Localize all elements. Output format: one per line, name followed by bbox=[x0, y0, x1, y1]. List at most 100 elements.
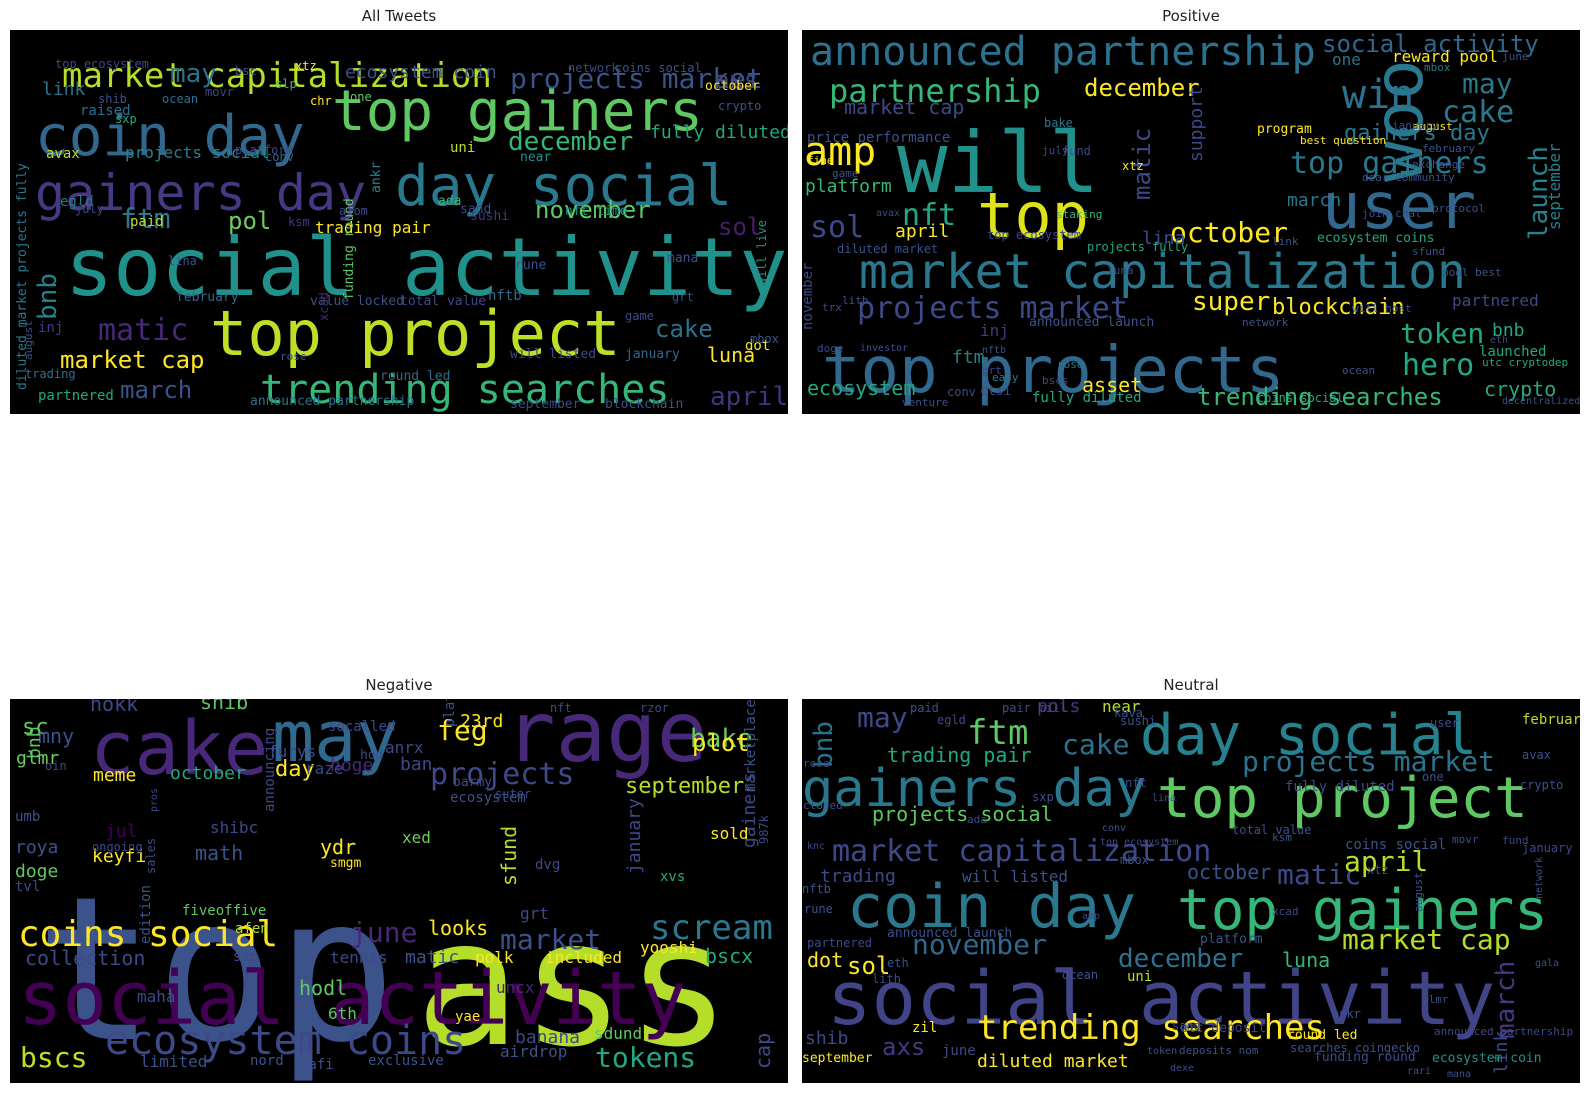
word-coins-social: coins social bbox=[1345, 837, 1446, 853]
word-tennis: tennis bbox=[330, 948, 388, 967]
word-may: may bbox=[272, 699, 398, 778]
word-november: november bbox=[535, 196, 651, 224]
word-one: one bbox=[1332, 50, 1361, 69]
word-woo: woo bbox=[1360, 59, 1439, 182]
word-sxp: sxp bbox=[233, 949, 258, 965]
word-pols: pols bbox=[1037, 699, 1080, 717]
word-link: link bbox=[1272, 235, 1299, 248]
word-hero: hero bbox=[1402, 348, 1474, 383]
word-rune: rune bbox=[804, 902, 833, 916]
word-zil: zil bbox=[912, 1020, 937, 1036]
word-gainers-day: gainers day bbox=[802, 759, 1146, 819]
word-staking: staking bbox=[1056, 208, 1102, 221]
word-market-cap: market cap bbox=[844, 95, 964, 119]
word-sol: sol bbox=[718, 213, 761, 241]
word-exchange: exchange bbox=[1412, 158, 1465, 171]
word-total-value: total value bbox=[400, 294, 486, 309]
word-market-capitalization: market capitalization bbox=[832, 834, 1211, 869]
word-june: june bbox=[1502, 50, 1529, 63]
word-projects-fully: projects fully bbox=[1087, 240, 1188, 254]
word-august: august bbox=[1413, 120, 1453, 133]
word-july: july bbox=[1042, 144, 1069, 157]
word-october: october bbox=[705, 79, 760, 94]
word-sxp: sxp bbox=[1032, 790, 1054, 804]
word-airdrop: airdrop bbox=[500, 1042, 567, 1061]
word-matic: matic bbox=[405, 947, 459, 968]
word-xtz: xtz bbox=[1122, 159, 1144, 173]
word-total-value: total value bbox=[1232, 823, 1311, 837]
word-september: september bbox=[1545, 143, 1564, 230]
word-market-cap: market cap bbox=[60, 346, 205, 374]
word-ecosystem: ecosystem bbox=[807, 376, 915, 400]
word-xvs: xvs bbox=[660, 869, 685, 885]
word-glmr: glmr bbox=[1422, 993, 1449, 1006]
word-network: network bbox=[1242, 316, 1289, 329]
word-february: february bbox=[176, 290, 239, 305]
word-egld: egld bbox=[937, 713, 966, 727]
word-cake: cake bbox=[655, 315, 713, 343]
word-platform: platform bbox=[235, 143, 293, 157]
word-decentralized: decentralized bbox=[1502, 396, 1580, 407]
word-avax: avax bbox=[46, 146, 80, 162]
word-xtz: xtz bbox=[295, 59, 317, 73]
word-coins-social: coins social bbox=[18, 914, 278, 955]
word-trending-searches: trending searches bbox=[977, 1008, 1325, 1048]
word-sc: sc bbox=[22, 715, 49, 740]
word-partnered: partnered bbox=[1452, 291, 1539, 310]
word-lina: lina bbox=[1152, 793, 1176, 804]
word-ocean: ocean bbox=[1342, 364, 1375, 377]
word-meme: meme bbox=[93, 765, 136, 786]
word-paid: paid bbox=[910, 701, 939, 715]
word-marketplace: marketplace bbox=[743, 699, 759, 792]
word-raised: raised bbox=[80, 103, 131, 119]
word-rage: rage bbox=[505, 699, 707, 781]
word-day: day bbox=[275, 757, 315, 782]
word-tvl: tvl bbox=[15, 879, 40, 895]
word-sand: sand bbox=[460, 202, 491, 217]
word-support: support bbox=[1186, 86, 1207, 162]
word-december: december bbox=[1084, 74, 1200, 102]
word-amp: amp bbox=[1082, 911, 1100, 922]
word-round-led: round led bbox=[1287, 1028, 1357, 1043]
word-doge: doge bbox=[15, 861, 58, 882]
word-sushi: sushi bbox=[1120, 714, 1156, 728]
word-september: september bbox=[625, 774, 744, 799]
word-nftb: nftb bbox=[802, 882, 831, 896]
word-platform: platform bbox=[1200, 932, 1263, 947]
word-pool-best: pool best bbox=[1442, 266, 1502, 279]
word-uncx: uncx bbox=[496, 978, 535, 997]
word-trading-pair: trading pair bbox=[315, 218, 431, 237]
word-fiveoffive: fiveoffive bbox=[182, 903, 266, 919]
word-cake: cake bbox=[90, 706, 268, 792]
word-gainers: gainers bbox=[739, 772, 760, 848]
word-announced-partnership: announced partnership bbox=[810, 30, 1316, 75]
word-market-cap: market cap bbox=[1342, 923, 1511, 956]
word-exclusive: exclusive bbox=[368, 1053, 444, 1069]
word-dot: dot bbox=[745, 338, 770, 354]
word-bnb: bnb bbox=[809, 721, 839, 768]
word-sushi: sushi bbox=[470, 209, 509, 224]
word-platform: platform bbox=[442, 699, 458, 727]
panel-title-positive: Positive bbox=[1162, 7, 1220, 25]
word-platform: platform bbox=[805, 176, 892, 197]
word-announced-partnership: announced partnership bbox=[250, 394, 415, 409]
word-banana: banana bbox=[515, 1027, 580, 1048]
word-sdund: sdund bbox=[594, 1024, 642, 1043]
word-venture: venture bbox=[902, 396, 948, 409]
word-funding-round: funding round bbox=[342, 198, 357, 300]
word-dafi: dafi bbox=[300, 1057, 334, 1073]
word-top-gainers: top gainers bbox=[1290, 146, 1489, 181]
word-may: may bbox=[1462, 67, 1513, 100]
word-reward-pool: reward pool bbox=[1392, 47, 1498, 66]
word-january: january bbox=[625, 347, 680, 362]
word-fully-diluted: fully diluted bbox=[1032, 390, 1142, 406]
word-hodl: hodl bbox=[299, 976, 347, 1000]
word-partnered: partnered bbox=[38, 388, 114, 404]
word-shib: shib bbox=[200, 699, 248, 714]
word-kava: kava bbox=[1114, 706, 1143, 720]
word-join-chat: join chat bbox=[1362, 207, 1422, 220]
word-jul: jul bbox=[105, 821, 138, 842]
word-inj: inj bbox=[980, 321, 1009, 340]
word-glmr: glmr bbox=[16, 748, 60, 769]
word-top-ecosystem: top ecosystem bbox=[987, 228, 1081, 242]
